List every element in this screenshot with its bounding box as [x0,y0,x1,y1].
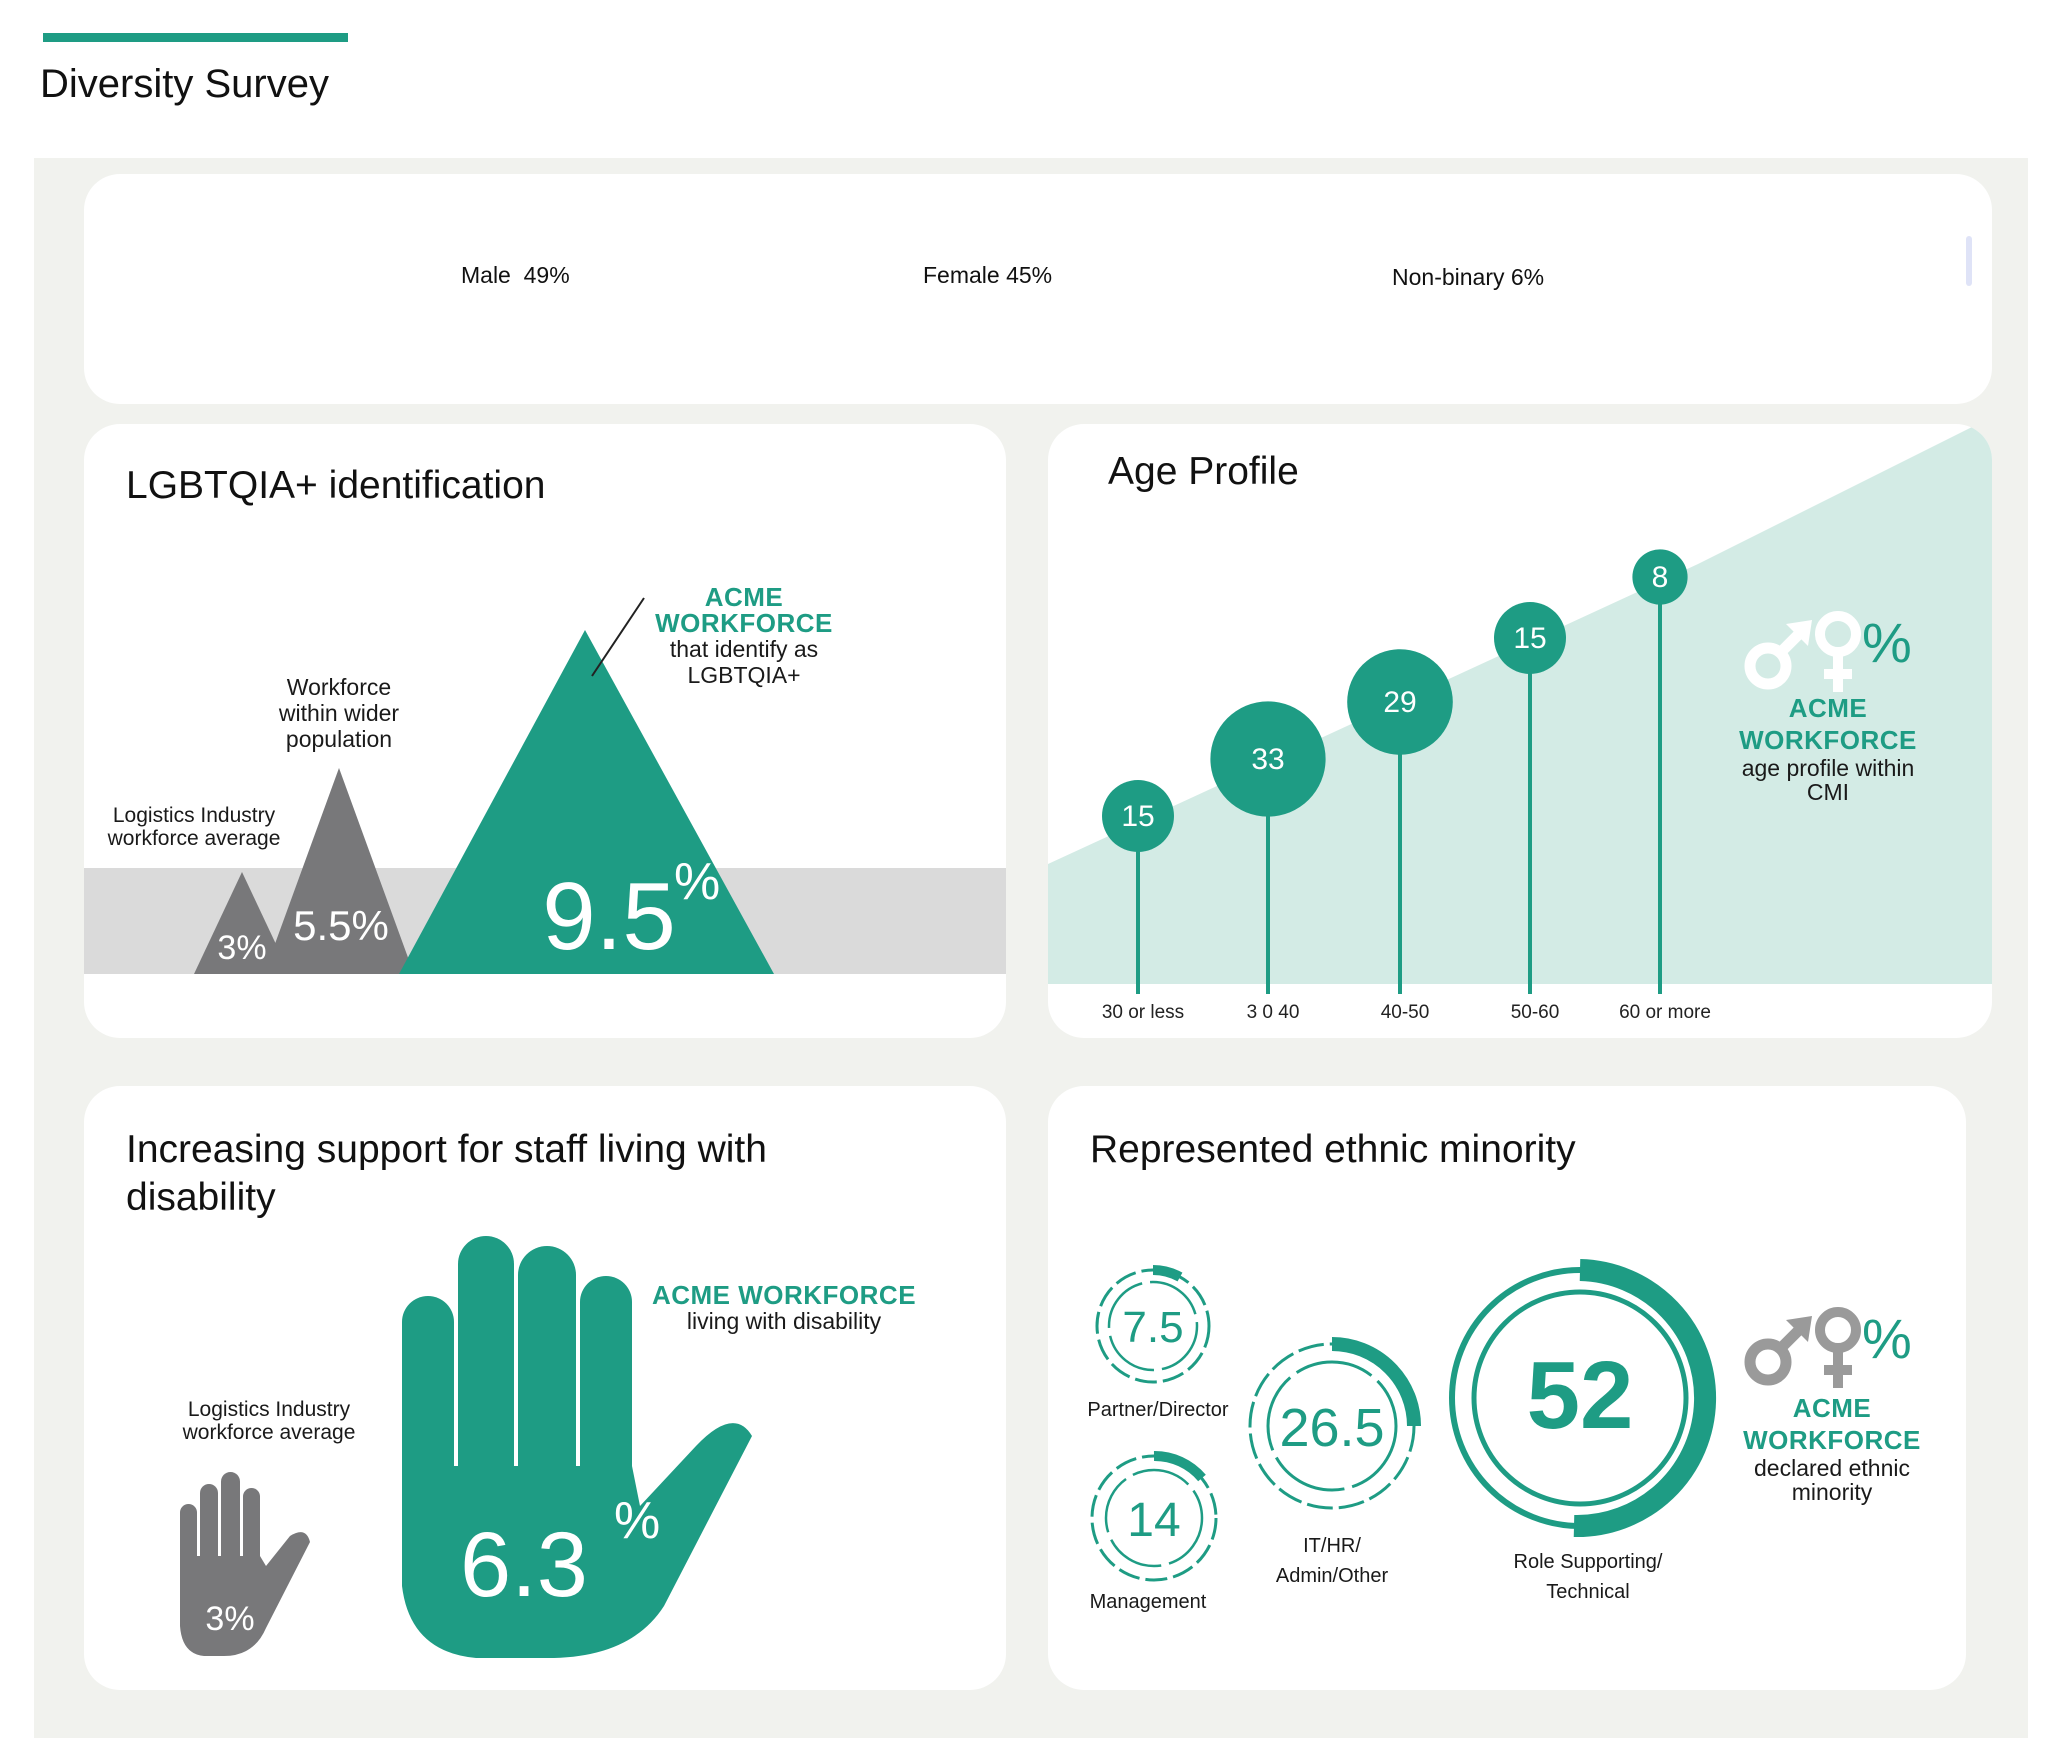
disability-industry-line1: Logistics Industry [187,1398,351,1421]
male-stat: Male 49% [461,262,570,288]
disability-title: Increasing support for staff living with… [126,1126,767,1222]
age-side-head2: WORKFORCE [1739,725,1917,755]
ring-partner-value: 7.5 [1122,1303,1183,1352]
ethnic-card: Represented ethnic minority 7.5 Partner/… [1048,1086,1966,1690]
ring-role-value: 52 [1527,1342,1634,1449]
title-accent-bar [43,33,348,42]
small-hand-icon [180,1472,310,1656]
population-label-line1: Workforce [286,674,392,700]
age-category-label-0: 30 or less [1102,1002,1184,1023]
callout-line [591,597,645,677]
age-category-label-1: 3 0 40 [1247,1002,1300,1023]
age-category-label-3: 50-60 [1511,1002,1560,1023]
ethnic-gender-icon: % [1744,1307,1912,1388]
acme-callout-line2: LGBTQIA+ [687,662,801,688]
age-bubble-0 [1102,780,1174,852]
age-bubble-3 [1494,602,1566,674]
ring-role-label1: Role Supporting/ [1514,1551,1663,1573]
scroll-indicator [1966,236,1972,286]
big-hand-value: 6.3 [460,1514,588,1616]
age-bubble-2 [1347,649,1453,755]
acme-triangle [399,630,774,974]
industry-triangle [194,872,290,974]
ring-management [1090,1450,1218,1582]
ring-it-value: 26.5 [1279,1398,1384,1458]
lgbt-title: LGBTQIA+ identification [126,464,546,507]
disability-card: Increasing support for staff living with… [84,1086,1006,1690]
ring-it-hr [1248,1337,1421,1510]
age-chart: 15 30 or less 33 3 0 40 29 40-50 15 50-60 8 60 or… [1048,424,1992,1023]
age-category-label-4: 60 or more [1619,1002,1711,1023]
ethnic-side-head2: WORKFORCE [1743,1425,1921,1455]
big-hand-percent: % [614,1492,660,1550]
ring-management-value: 14 [1127,1494,1180,1547]
age-value-label-3: 15 [1513,622,1546,655]
age-side-head1: ACME [1788,693,1868,723]
industry-label: Logistics Industry workforce average [84,804,304,850]
age-side-line2: CMI [1806,779,1850,805]
age-value-label-2: 29 [1383,686,1416,719]
female-stat: Female 45% [923,262,1053,288]
ethnic-rings-graphic: 7.5 Partner/Director 14 Management 26.5 … [1087,1259,1717,1613]
male-female-symbols-icon: % [1744,611,1912,692]
hands-graphic: 3% 6.3 % [180,1236,752,1658]
population-label-line3: population [285,726,393,752]
acme-callout-heading: ACME WORKFORCE [655,582,833,638]
lgbt-card: LGBTQIA+ identification 3% 5.5% 9.5 % AC… [84,424,1006,1038]
age-side-line1: age profile within [1741,755,1915,781]
population-label-line2: within wider [278,700,400,726]
disability-industry-label: Logistics Industry workforce average [144,1398,394,1444]
acme-callout: ACME WORKFORCE that identify as LGBTQIA+ [634,584,854,688]
age-value-label-0: 15 [1121,800,1154,833]
ring-partner-label: Partner/Director [1087,1399,1228,1421]
population-label: Workforce within wider population [264,674,414,752]
ring-it-label2: Admin/Other [1276,1565,1389,1587]
age-bubble-1 [1210,701,1326,817]
ethnic-side-line2: minority [1791,1479,1873,1505]
ring-it-label1: IT/HR/ [1303,1535,1361,1557]
disability-callout-line1: living with disability [686,1308,882,1334]
age-area-fill [1048,424,1992,984]
disability-title-line2: disability [126,1176,276,1219]
age-title: Age Profile [1108,450,1299,493]
acme-callout-line1: that identify as [669,636,819,662]
industry-value: 3% [217,929,266,967]
small-hand-value: 3% [205,1600,254,1638]
industry-label-line1: Logistics Industry [112,804,276,827]
disability-title-line1: Increasing support for staff living with [126,1128,767,1171]
ethnic-side-head1: ACME [1792,1393,1872,1423]
disability-industry-line2: workforce average [182,1421,356,1444]
industry-label-line2: workforce average [107,827,281,850]
acme-percent: % [674,853,720,911]
ring-management-label: Management [1090,1591,1207,1613]
age-icon-percent: % [1862,611,1912,674]
age-side-label: ACME WORKFORCE age profile within CMI [1708,692,1948,804]
age-value-label-1: 33 [1251,743,1284,776]
ring-role-label2: Technical [1546,1581,1629,1603]
age-bubble-4 [1632,549,1688,605]
hand-icon [402,1236,752,1658]
age-card: 15 30 or less 33 3 0 40 29 40-50 15 50-60 8 60 or… [1048,424,1992,1038]
age-category-label-2: 40-50 [1381,1002,1430,1023]
ethnic-side-label: ACME WORKFORCE declared ethnic minority [1712,1392,1952,1504]
disability-callout-heading: ACME WORKFORCE [651,1280,917,1310]
ring-role-supporting [1449,1259,1717,1538]
ring-partner-director [1095,1265,1211,1384]
population-triangle [264,768,414,974]
disability-callout: ACME WORKFORCE living with disability [644,1282,924,1334]
acme-value: 9.5 [542,863,675,970]
age-value-label-4: 8 [1652,561,1669,594]
ethnic-side-line1: declared ethnic [1754,1455,1910,1481]
lgbt-triangles-graphic: 3% 5.5% 9.5 % [84,597,1006,974]
population-value: 5.5% [293,902,389,949]
gender-card: Male 49% Female 45% Non-binary 6% [84,174,1992,404]
ethnic-title: Represented ethnic minority [1090,1128,1576,1171]
nonbinary-stat: Non-binary 6% [1392,264,1545,290]
page-title: Diversity Survey [40,62,329,106]
ethnic-icon-percent: % [1862,1307,1912,1370]
